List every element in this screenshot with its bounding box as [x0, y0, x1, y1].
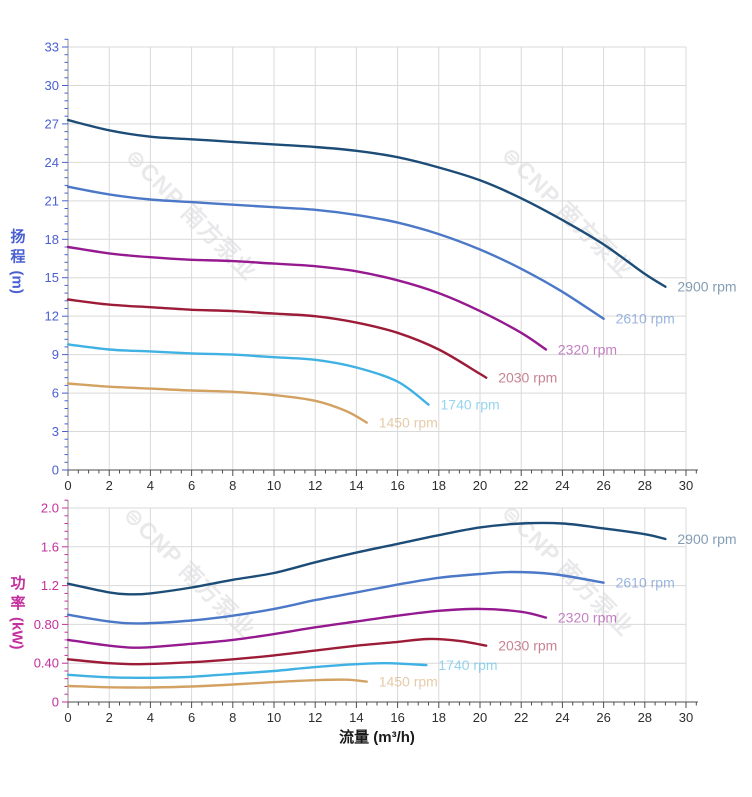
y-tick-label: 1.2 — [41, 578, 59, 593]
x-tick-label: 18 — [432, 478, 446, 493]
x-tick-label: 6 — [188, 710, 195, 725]
x-tick-label: 6 — [188, 478, 195, 493]
x-tick-label: 10 — [267, 710, 281, 725]
x-tick-label: 14 — [349, 710, 363, 725]
series-label-2320-rpm: 2320 rpm — [558, 610, 617, 626]
series-curve-2030-rpm — [66, 637, 488, 666]
x-tick-label: 28 — [638, 478, 652, 493]
series-curve-2900-rpm — [66, 521, 667, 596]
y-tick-label: 21 — [45, 193, 59, 208]
series-curve-2320-rpm — [66, 245, 548, 351]
x-tick-label: 24 — [555, 710, 569, 725]
y-tick-label: 0 — [52, 695, 59, 710]
x-ticks — [67, 702, 697, 708]
y-axis-title: 扬程 (m) — [9, 228, 26, 294]
svg-text:扬: 扬 — [10, 228, 25, 246]
x-tick-label: 22 — [514, 710, 528, 725]
x-tick-label: 26 — [596, 710, 610, 725]
y-tick-labels: 0 0.40 0.80 1.2 1.6 2.0 — [34, 501, 59, 710]
y-tick-label: 0.80 — [34, 617, 59, 632]
series-curve-2320-rpm — [66, 607, 548, 649]
x-tick-label: 0 — [64, 710, 71, 725]
x-ticks — [67, 470, 697, 476]
y-tick-label: 12 — [45, 309, 59, 324]
y-tick-label: 9 — [52, 347, 59, 362]
x-tick-label: 18 — [432, 710, 446, 725]
series-label-2030-rpm: 2030 rpm — [498, 638, 557, 654]
series-curve-1740-rpm — [66, 661, 428, 680]
y-tick-label: 15 — [45, 270, 59, 285]
series-curve-2030-rpm — [66, 298, 488, 379]
y-tick-labels: 0 3 6 9 12 15 18 21 24 27 30 33 — [45, 40, 59, 478]
x-tick-label: 4 — [147, 478, 154, 493]
gridlines — [68, 46, 687, 470]
y-tick-label: 0.40 — [34, 656, 59, 671]
x-tick-label: 12 — [308, 478, 322, 493]
series-curve-2900-rpm — [66, 118, 667, 288]
y-ticks — [62, 499, 68, 703]
series-label-1450-rpm: 1450 rpm — [379, 674, 438, 690]
x-tick-labels: 0 2 4 6 8 10 12 14 16 18 20 22 24 26 28 30 — [64, 478, 693, 493]
x-tick-label: 10 — [267, 478, 281, 493]
y-tick-label: 2.0 — [41, 501, 59, 516]
y-tick-label: 6 — [52, 386, 59, 401]
series-label-1450-rpm: 1450 rpm — [379, 415, 438, 431]
x-tick-label: 30 — [679, 478, 693, 493]
x-tick-label: 8 — [229, 478, 236, 493]
y-tick-label: 24 — [45, 155, 59, 170]
x-tick-label: 30 — [679, 710, 693, 725]
x-tick-label: 26 — [596, 478, 610, 493]
x-tick-label: 0 — [64, 478, 71, 493]
series-label-2900-rpm: 2900 rpm — [677, 279, 736, 295]
x-tick-label: 14 — [349, 478, 363, 493]
y-tick-label: 18 — [45, 232, 59, 247]
x-tick-label: 20 — [473, 710, 487, 725]
x-tick-label: 22 — [514, 478, 528, 493]
y-tick-label: 0 — [52, 463, 59, 478]
y-tick-label: 30 — [45, 78, 59, 93]
x-tick-label: 2 — [106, 710, 113, 725]
series-curve-1450-rpm — [66, 678, 368, 689]
series-label-2030-rpm: 2030 rpm — [498, 370, 557, 386]
series-label-1740-rpm: 1740 rpm — [438, 657, 497, 673]
svg-text:程: 程 — [10, 249, 25, 266]
series-label-1740-rpm: 1740 rpm — [441, 397, 500, 413]
y-axis-title: 功率 (kW) — [9, 575, 26, 650]
series-label-2900-rpm: 2900 rpm — [677, 531, 736, 547]
series-curve-2610-rpm — [66, 570, 605, 625]
x-tick-label: 8 — [229, 710, 236, 725]
svg-text:(m): (m) — [9, 271, 26, 294]
y-ticks — [62, 38, 68, 471]
x-tick-label: 20 — [473, 478, 487, 493]
x-tick-label: 4 — [147, 710, 154, 725]
x-tick-label: 2 — [106, 478, 113, 493]
x-axis-title: 流量 (m³/h) — [339, 728, 415, 746]
x-tick-label: 28 — [638, 710, 652, 725]
svg-text:率: 率 — [10, 594, 25, 612]
y-tick-label: 1.6 — [41, 539, 59, 554]
x-tick-label: 12 — [308, 710, 322, 725]
y-tick-label: 33 — [45, 40, 59, 55]
series-label-2320-rpm: 2320 rpm — [558, 342, 617, 358]
series-curve-1740-rpm — [66, 343, 430, 406]
svg-text:(kW): (kW) — [9, 617, 26, 650]
svg-text:功: 功 — [10, 575, 25, 592]
x-tick-labels: 0 2 4 6 8 10 12 14 16 18 20 22 24 26 28 30 — [64, 710, 693, 725]
series-label-2610-rpm: 2610 rpm — [616, 311, 675, 327]
x-tick-label: 16 — [390, 710, 404, 725]
x-tick-label: 24 — [555, 478, 569, 493]
y-tick-label: 3 — [52, 424, 59, 439]
series-curve-1450-rpm — [66, 382, 368, 424]
series-curve-2610-rpm — [66, 185, 605, 320]
x-tick-label: 16 — [390, 478, 404, 493]
y-tick-label: 27 — [45, 116, 59, 131]
series-label-2610-rpm: 2610 rpm — [616, 575, 675, 591]
